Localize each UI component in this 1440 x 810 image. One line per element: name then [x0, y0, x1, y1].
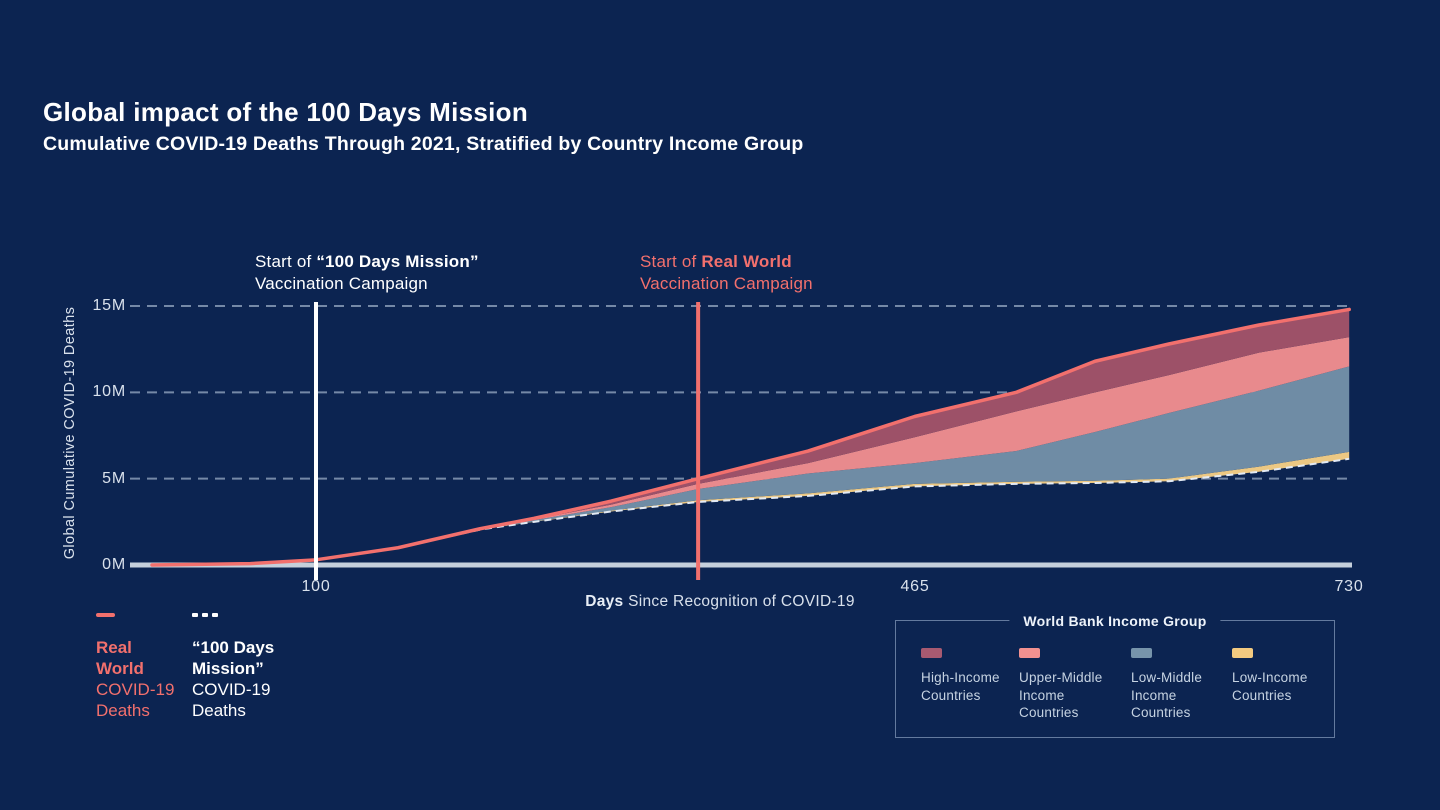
- legend-item-low-income: Low-Income Countries: [1232, 648, 1324, 704]
- high-income-label: High-Income Countries: [921, 670, 1000, 703]
- upper-middle-income-label: Upper-Middle Income Countries: [1019, 670, 1103, 720]
- key-real-bold: Real World: [96, 638, 144, 678]
- y-axis-label: Global Cumulative COVID-19 Deaths: [62, 306, 78, 560]
- key-real-world: Real World COVID-19 Deaths: [96, 613, 174, 721]
- real-world-line-swatch: [96, 613, 115, 617]
- key-real-rest: COVID-19 Deaths: [96, 680, 175, 720]
- legend-item-high-income: High-Income Countries: [921, 648, 1013, 704]
- key-mission-bold: “100 Days Mission”: [192, 638, 275, 678]
- legend-item-low-middle-income: Low-Middle Income Countries: [1131, 648, 1223, 722]
- annotation-real-prefix: Start of: [640, 252, 702, 271]
- key-mission-rest: COVID-19 Deaths: [192, 680, 271, 720]
- x-axis-line: [130, 562, 1352, 568]
- y-tick-15m: 15M: [92, 297, 126, 314]
- legend-item-upper-middle-income: Upper-Middle Income Countries: [1019, 648, 1119, 722]
- low-middle-income-swatch: [1131, 648, 1152, 658]
- page-title: Global impact of the 100 Days Mission: [43, 97, 529, 127]
- line-100-days-mission-deaths: [151, 457, 1350, 566]
- income-legend-title: World Bank Income Group: [1009, 613, 1221, 629]
- x-axis-caption-rest: Since Recognition of COVID-19: [623, 593, 855, 610]
- annotation-mission-prefix: Start of: [255, 252, 317, 271]
- income-group-legend-box: World Bank Income Group High-Income Coun…: [895, 613, 1335, 738]
- annotation-mission-line2: Vaccination Campaign: [255, 274, 428, 293]
- upper-middle-income-swatch: [1019, 648, 1040, 658]
- y-tick-10m: 10M: [92, 383, 126, 400]
- low-middle-income-label: Low-Middle Income Countries: [1131, 670, 1203, 720]
- x-axis-caption-bold: Days: [585, 593, 624, 610]
- x-tick-465: 465: [900, 578, 930, 595]
- mission-dashed-line-swatch: [192, 613, 274, 617]
- annotation-real-bold: Real World: [701, 252, 792, 271]
- annotation-real-world: Start of Real World Vaccination Campaign: [640, 251, 813, 295]
- area-low-middle-income-countries: [152, 366, 1350, 565]
- x-axis-caption: Days Since Recognition of COVID-19: [0, 593, 1440, 611]
- annotation-mission-bold: “100 Days Mission”: [316, 252, 479, 271]
- page-subtitle: Cumulative COVID-19 Deaths Through 2021,…: [43, 133, 804, 155]
- x-tick-100: 100: [301, 578, 331, 595]
- annotation-100-days-mission: Start of “100 Days Mission” Vaccination …: [255, 251, 479, 295]
- y-tick-5m: 5M: [102, 470, 126, 487]
- annotation-real-line2: Vaccination Campaign: [640, 274, 813, 293]
- x-tick-730: 730: [1334, 578, 1364, 595]
- low-income-swatch: [1232, 648, 1253, 658]
- key-100-days-mission: “100 Days Mission” COVID-19 Deaths: [192, 613, 274, 721]
- y-tick-0m: 0M: [102, 556, 126, 573]
- area-high-income-countries: [152, 309, 1350, 565]
- high-income-swatch: [921, 648, 942, 658]
- low-income-label: Low-Income Countries: [1232, 670, 1308, 703]
